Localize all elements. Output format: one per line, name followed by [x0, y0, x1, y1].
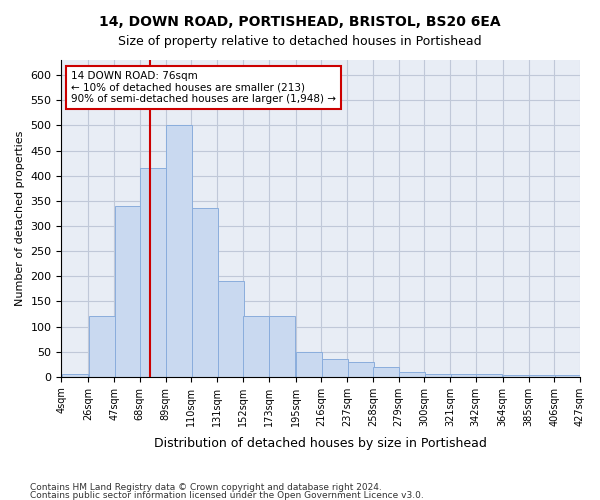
- Text: Contains HM Land Registry data © Crown copyright and database right 2024.: Contains HM Land Registry data © Crown c…: [30, 484, 382, 492]
- Bar: [192, 208, 218, 377]
- Text: Size of property relative to detached houses in Portishead: Size of property relative to detached ho…: [118, 35, 482, 48]
- Bar: [140, 168, 166, 377]
- Bar: [166, 126, 192, 377]
- Bar: [451, 374, 476, 377]
- Text: Contains public sector information licensed under the Open Government Licence v3: Contains public sector information licen…: [30, 490, 424, 500]
- Bar: [115, 206, 140, 377]
- Bar: [503, 376, 529, 377]
- X-axis label: Distribution of detached houses by size in Portishead: Distribution of detached houses by size …: [154, 437, 487, 450]
- Bar: [269, 316, 295, 377]
- Bar: [373, 366, 399, 377]
- Bar: [322, 359, 348, 377]
- Y-axis label: Number of detached properties: Number of detached properties: [15, 130, 25, 306]
- Bar: [476, 374, 502, 377]
- Bar: [218, 282, 244, 377]
- Text: 14, DOWN ROAD, PORTISHEAD, BRISTOL, BS20 6EA: 14, DOWN ROAD, PORTISHEAD, BRISTOL, BS20…: [99, 15, 501, 29]
- Bar: [62, 374, 88, 377]
- Bar: [425, 374, 451, 377]
- Bar: [555, 376, 581, 377]
- Bar: [296, 352, 322, 377]
- Bar: [529, 376, 555, 377]
- Bar: [244, 316, 269, 377]
- Bar: [399, 372, 425, 377]
- Bar: [347, 362, 374, 377]
- Bar: [89, 316, 115, 377]
- Text: 14 DOWN ROAD: 76sqm
← 10% of detached houses are smaller (213)
90% of semi-detac: 14 DOWN ROAD: 76sqm ← 10% of detached ho…: [71, 71, 336, 104]
